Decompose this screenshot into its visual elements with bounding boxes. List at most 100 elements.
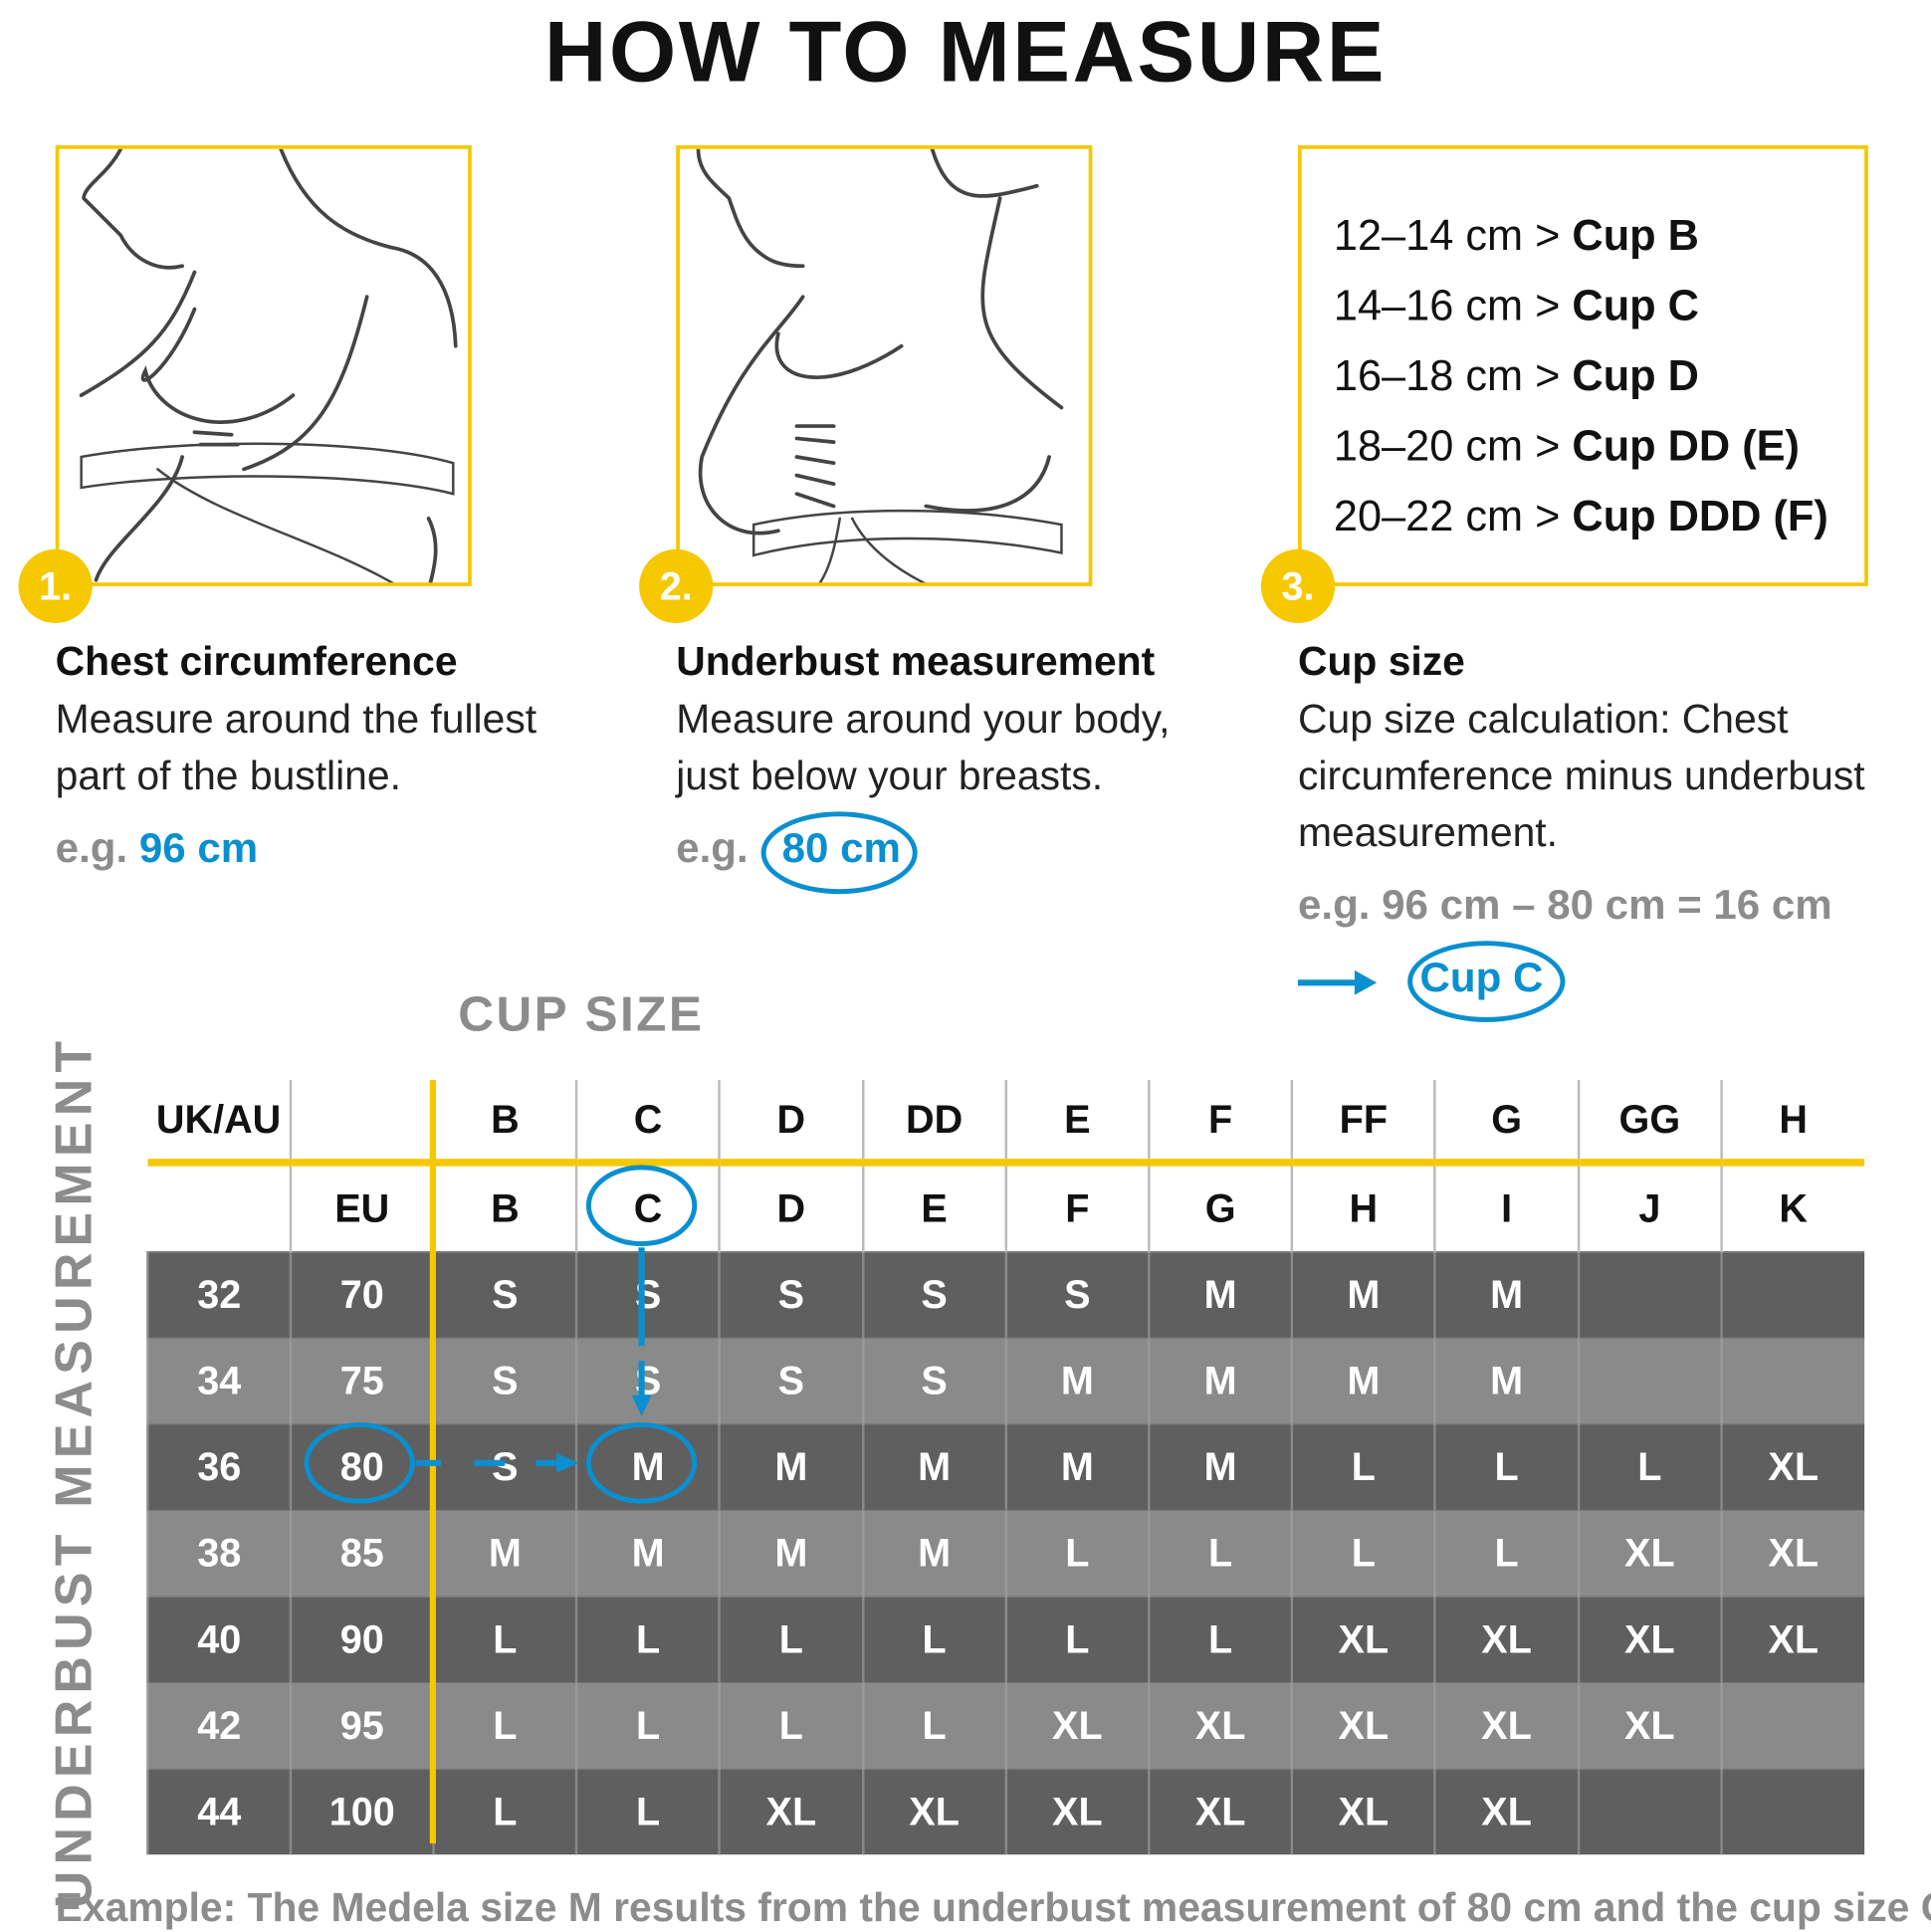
- table-row: 42 95 L L L L XL XL XL XL XL: [146, 1682, 1864, 1770]
- table-cell: I: [1433, 1159, 1579, 1252]
- table-cell: L: [1147, 1509, 1292, 1598]
- table-cell: M: [1290, 1250, 1435, 1339]
- table-cell: S: [575, 1337, 720, 1424]
- table-row: 36 80 S M M M M M L L L XL: [146, 1423, 1864, 1511]
- table-cell: XL: [1577, 1509, 1722, 1598]
- highlight-oval: [760, 811, 918, 895]
- table-cell: XL: [1290, 1596, 1435, 1683]
- table-cell: DD: [861, 1080, 1006, 1163]
- table-cell: L: [1290, 1423, 1435, 1511]
- table-cell: F: [1004, 1159, 1150, 1252]
- table-cell: L: [861, 1596, 1006, 1683]
- header-row-eu: EU B C D E F G H I J K: [147, 1159, 1864, 1252]
- cup-range-item: 12–14 cm > Cup B: [1333, 211, 1699, 261]
- table-cell: L: [432, 1596, 577, 1683]
- table-cell: 40: [146, 1596, 291, 1683]
- table-cell: M: [1433, 1337, 1579, 1424]
- cup-range-list: 12–14 cm > Cup B 14–16 cm > Cup C 16–18 …: [1334, 201, 1828, 552]
- table-cell: XL: [1577, 1682, 1722, 1770]
- table-cell: E: [1004, 1080, 1150, 1163]
- table-cell: 75: [289, 1337, 434, 1424]
- table-cell: [1719, 1682, 1864, 1770]
- table-cell: L: [575, 1682, 720, 1770]
- table-cell: 44: [146, 1768, 291, 1855]
- cup-calculation: e.g. 96 cm – 80 cm = 16 cm: [1298, 881, 1832, 929]
- table-cell: S: [861, 1337, 1006, 1424]
- table-row: 34 75 S S S S M M M M: [146, 1337, 1864, 1424]
- table-cell: [1719, 1768, 1864, 1855]
- table-cell: 36: [146, 1423, 291, 1511]
- table-row: 40 90 L L L L L L XL XL XL XL: [146, 1596, 1864, 1683]
- underbust-measurement-label: UNDERBUST MEASUREMENT: [44, 1034, 103, 1909]
- table-row: 44 100 L L XL XL XL XL XL XL: [146, 1768, 1864, 1855]
- table-cell: C: [575, 1080, 720, 1163]
- table-cell: L: [575, 1768, 720, 1855]
- step-text: Measure around your body, just below your…: [676, 696, 1171, 798]
- table-cell: 90: [289, 1596, 434, 1683]
- table-cell: L: [1290, 1509, 1435, 1598]
- table-cell: XL: [1719, 1423, 1864, 1511]
- table-cell: [1577, 1768, 1722, 1855]
- table-cell: H: [1719, 1080, 1864, 1163]
- table-cell: S: [575, 1250, 720, 1339]
- table-cell: XL: [1004, 1682, 1150, 1770]
- table-cell: B: [432, 1080, 577, 1163]
- table-cell: L: [1577, 1423, 1722, 1511]
- step-example: e.g. 96 cm: [55, 824, 259, 872]
- highlight-oval-cup-c: [585, 1165, 698, 1247]
- step-heading: Chest circumference: [55, 637, 458, 684]
- table-cell: M: [861, 1509, 1006, 1598]
- table-cell: S: [432, 1337, 577, 1424]
- cup-range-item: 20–22 cm > Cup DDD (F): [1333, 492, 1828, 541]
- step-number-1: 1.: [18, 548, 93, 624]
- table-cell: D: [718, 1080, 863, 1163]
- table-cell: M: [1147, 1250, 1292, 1339]
- table-cell: S: [1004, 1250, 1150, 1339]
- table-cell: L: [432, 1682, 577, 1770]
- table-cell: L: [575, 1596, 720, 1683]
- size-chart-table: UK/AU B C D DD E F FF G GG H EU B C D E F G H I J K 32 70 S S S S S M…: [146, 1080, 1864, 1855]
- table-cell: 85: [289, 1509, 434, 1598]
- table-cell: XL: [1147, 1682, 1292, 1770]
- table-cell: L: [1004, 1509, 1150, 1598]
- step-number-2: 2.: [639, 548, 714, 624]
- table-cell: M: [1433, 1250, 1579, 1339]
- table-cell: XL: [1719, 1509, 1864, 1598]
- table-row: 32 70 S S S S S M M M: [146, 1250, 1864, 1339]
- table-cell: 34: [146, 1337, 291, 1424]
- table-cell: J: [1577, 1159, 1722, 1252]
- guide-arrows: [416, 1247, 652, 1473]
- table-cell: 70: [289, 1250, 434, 1339]
- table-cell: L: [432, 1768, 577, 1855]
- table-cell: S: [432, 1423, 577, 1511]
- highlight-oval: [1407, 941, 1566, 1022]
- table-cell: E: [861, 1159, 1006, 1252]
- table-cell: M: [432, 1509, 577, 1598]
- table-cell: S: [718, 1250, 863, 1339]
- table-cell: L: [1147, 1596, 1292, 1683]
- header-row-uk: UK/AU B C D DD E F FF G GG H: [147, 1080, 1864, 1163]
- table-cell: XL: [861, 1768, 1006, 1855]
- table-cell: D: [718, 1159, 863, 1252]
- table-cell: L: [718, 1682, 863, 1770]
- table-cell: S: [861, 1250, 1006, 1339]
- table-cell: M: [1004, 1423, 1150, 1511]
- page-title: HOW TO MEASURE: [543, 3, 1388, 101]
- step-number-3: 3.: [1260, 548, 1336, 624]
- table-cell: [147, 1159, 291, 1252]
- footer-example: Example: The Medela size M results from …: [55, 1883, 1931, 1930]
- table-cell: L: [1433, 1423, 1579, 1511]
- table-cell: M: [1147, 1337, 1292, 1424]
- chest-illustration: [55, 144, 472, 586]
- table-cell: L: [1004, 1596, 1150, 1683]
- table-cell: M: [1147, 1423, 1292, 1511]
- table-cell: XL: [1004, 1768, 1150, 1855]
- underbust-illustration: [676, 144, 1093, 586]
- table-cell: L: [861, 1682, 1006, 1770]
- table-cell: 38: [146, 1509, 291, 1598]
- table-cell: GG: [1577, 1080, 1722, 1163]
- table-cell: XL: [1433, 1768, 1579, 1855]
- cup-size-label: CUP SIZE: [458, 987, 705, 1042]
- table-cell: [1577, 1250, 1722, 1339]
- table-row: 38 85 M M M M L L L L XL XL: [146, 1509, 1864, 1598]
